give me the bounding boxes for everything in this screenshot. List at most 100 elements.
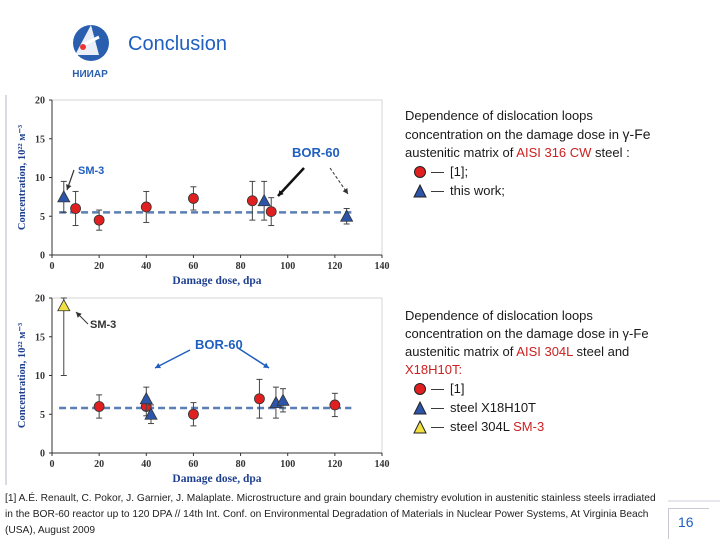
- y-tick-label: 5: [40, 212, 45, 223]
- x-tick-label: 80: [236, 261, 246, 272]
- circle-marker-icon: [414, 165, 426, 178]
- legend2-label-x18h10t: steel X18H10T: [450, 399, 536, 415]
- annotation-arrow: [329, 167, 349, 195]
- y-tick-label: 10: [35, 173, 45, 184]
- data-point-triangle: [144, 407, 158, 420]
- triangle-marker-icon: [413, 400, 427, 414]
- x-axis-label: Damage dose, dpa: [172, 473, 261, 485]
- data-point-circle: [70, 203, 81, 214]
- x-tick-label: 100: [280, 459, 295, 470]
- data-point-triangle: [257, 193, 271, 207]
- x-tick-label: 60: [188, 459, 198, 470]
- annotation-arrowhead: [66, 184, 72, 190]
- legend2-label-ref: [1]: [450, 380, 465, 396]
- chart-316cw: 0 5 10 15 20 0 20 40 60 80 100 120 140 Damage dose, d…: [17, 96, 390, 288]
- x-tick-label: 40: [141, 261, 151, 272]
- annotation-arrowhead: [76, 312, 82, 318]
- institute-logo: НИИАР: [72, 25, 109, 80]
- x-axis-label: Damage dose, dpa: [172, 275, 261, 287]
- annotation-arrowhead: [263, 362, 269, 368]
- y-tick-label: 10: [35, 371, 45, 382]
- x-tick-label: 0: [50, 261, 55, 272]
- desc1-gamma: γ-Fe: [622, 126, 651, 142]
- y-tick-label: 0: [40, 251, 45, 262]
- x-tick-label: 140: [375, 261, 390, 272]
- y-tick-label: 15: [35, 134, 45, 145]
- legend2-label-304l: steel 304L: [450, 418, 514, 434]
- x-tick-label: 120: [327, 459, 342, 470]
- page-number-box: [668, 508, 709, 539]
- annotation-bor60: BOR-60: [292, 145, 340, 160]
- footnote-reference: [1] A.É. Renault, C. Pokor, J. Garnier, …: [5, 493, 656, 536]
- y-tick-label: 20: [35, 96, 45, 107]
- data-point-circle: [265, 206, 277, 217]
- x-tick-label: 20: [94, 261, 104, 272]
- legend2-item-triangle: — steel X18H10T: [413, 398, 715, 417]
- chart-304l: 0 5 10 15 20 0 20 40 60 80 100 120 140 Damage dose, d…: [17, 294, 390, 486]
- x-tick-label: 0: [50, 459, 55, 470]
- annotation-sm3: SM-3: [78, 165, 104, 177]
- annotation-arrowhead: [278, 190, 284, 196]
- legend2-item-circle: — [1]: [413, 379, 715, 398]
- annotation-arrowhead: [155, 363, 161, 369]
- legend1-label-thiswork: this work;: [450, 182, 505, 198]
- annotation-sm3: SM-3: [90, 319, 116, 331]
- plot-area: [51, 297, 383, 454]
- annotation-bor60: BOR-60: [195, 337, 243, 352]
- footer-separator: [668, 500, 720, 502]
- legend-dash: —: [431, 418, 444, 434]
- plot-area: [51, 99, 383, 256]
- desc2-line1: Dependence of dislocation loops: [405, 308, 593, 323]
- legend-dash: —: [431, 399, 444, 415]
- desc2-line3: austenitic matrix of AISI 304L steel and: [405, 343, 715, 361]
- data-point-circle: [188, 408, 199, 420]
- legend-dash: —: [431, 380, 444, 396]
- x-tick-label: 140: [375, 459, 390, 470]
- desc2-gamma: γ-Fe: [622, 326, 649, 341]
- x-tick-label: 120: [327, 261, 342, 272]
- desc1-line2: concentration on the damage dose in γ-Fe: [405, 125, 715, 144]
- annotation-arrow: [237, 347, 270, 369]
- y-tick-label: 20: [35, 294, 45, 305]
- x-tick-label: 80: [236, 459, 246, 470]
- x-tick-label: 20: [94, 459, 104, 470]
- data-point-circle: [140, 201, 152, 213]
- desc1-line3-b: steel :: [591, 145, 630, 160]
- description-304l: Dependence of dislocation loops concentr…: [405, 307, 715, 436]
- page-title: Conclusion: [128, 33, 227, 55]
- annotation-arrow: [154, 349, 191, 369]
- annotation-arrow: [277, 167, 305, 197]
- yellow-triangle-marker-icon: [413, 419, 427, 433]
- legend2-label-sm3: SM-3: [513, 418, 545, 434]
- y-axis-label: Concentration, 10²² м⁻³: [17, 323, 28, 428]
- desc2-line2: concentration on the damage dose in γ-Fe: [405, 325, 715, 343]
- page-number: 16: [678, 514, 694, 530]
- desc1-line3-a: austenitic matrix of: [405, 145, 517, 160]
- data-point-triangle: [57, 190, 71, 203]
- desc1-line2-text: concentration on the damage dose in: [405, 127, 623, 142]
- left-decoration-line: [5, 95, 7, 485]
- triangle-marker-icon: [413, 183, 427, 197]
- desc1-steel-name: AISI 316 CW: [516, 145, 592, 160]
- desc2-line4: X18H10T:: [405, 362, 463, 377]
- circle-marker-icon: [414, 382, 426, 395]
- y-axis-label: Concentration, 10²² м⁻³: [17, 125, 28, 230]
- x-tick-label: 60: [188, 261, 198, 272]
- data-point-circle: [329, 399, 341, 411]
- x-tick-label: 40: [141, 459, 151, 470]
- legend1-label-ref: [1];: [450, 163, 469, 179]
- data-point-circle: [93, 214, 105, 226]
- legend-dash: —: [431, 163, 444, 179]
- data-point-triangle: [139, 391, 153, 405]
- desc2-line3-a: austenitic matrix of: [405, 344, 517, 359]
- desc1-line3: austenitic matrix of AISI 316 CW steel :: [405, 144, 715, 162]
- desc1-line1: Dependence of dislocation loops: [405, 108, 593, 123]
- logo-text: НИИАР: [72, 69, 108, 80]
- y-tick-label: 0: [40, 449, 45, 460]
- description-316cw: Dependence of dislocation loops concentr…: [405, 107, 715, 200]
- x-tick-label: 100: [280, 261, 295, 272]
- y-tick-label: 5: [40, 410, 45, 421]
- legend2-item-triangle-yellow: — steel 304L SM-3: [413, 417, 715, 436]
- legend-dash: —: [431, 182, 444, 198]
- data-point-circle: [254, 393, 265, 405]
